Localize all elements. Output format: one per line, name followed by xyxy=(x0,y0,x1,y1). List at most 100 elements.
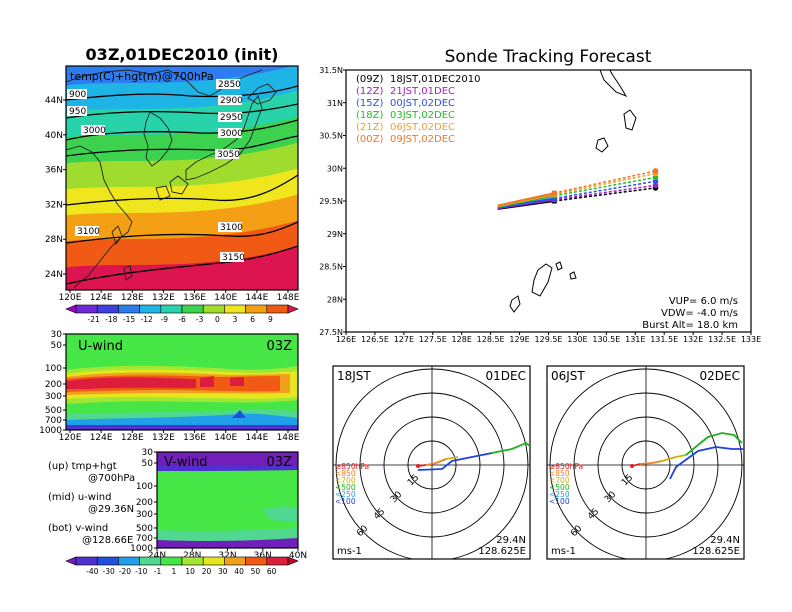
tick-label: 29N xyxy=(327,230,343,239)
tick-label: 1000 xyxy=(130,544,153,554)
tick-label: 28N xyxy=(183,551,201,561)
tick-label: 132E xyxy=(152,433,175,443)
tick-label: 129E xyxy=(509,335,529,344)
surface-point xyxy=(630,464,634,468)
vwind-time: 03Z xyxy=(267,455,293,470)
svg-text:3100: 3100 xyxy=(220,223,243,233)
track-marker xyxy=(551,190,557,196)
tick-label: 127.5E xyxy=(419,335,447,344)
track-params: VUP= 6.0 m/s VDW= -4.0 m/s Burst Alt= 18… xyxy=(642,296,738,331)
tick-label: 127E xyxy=(394,335,414,344)
level-legend: <700 xyxy=(549,476,570,485)
hodograph-date: 01DEC xyxy=(486,369,526,383)
tick-label: 24N xyxy=(148,551,166,561)
track-lat-ticks: 31.5N 31N 30.5N 30N 29.5N 29N 28.5N 28N 27.5N xyxy=(319,66,346,337)
track-lines xyxy=(497,168,659,210)
level-legend: <500 xyxy=(335,483,356,492)
uwind-time: 03Z xyxy=(267,339,293,354)
tick-label: 28.5N xyxy=(319,263,343,272)
colorbar-label: -3 xyxy=(196,315,204,324)
track-series-dashed xyxy=(554,180,656,200)
tick-label: 31N xyxy=(327,99,343,108)
uwind-field xyxy=(66,365,298,430)
colorbar-box xyxy=(75,556,98,566)
uwind-label: U-wind xyxy=(78,339,123,354)
colorbar-label: -12 xyxy=(141,315,153,324)
tick-label: 130.5E xyxy=(592,335,620,344)
tick-label: 132E xyxy=(683,335,703,344)
track-title: Sonde Tracking Forecast xyxy=(445,47,652,67)
legend-code: (09Z) xyxy=(356,74,383,85)
hodograph-trace xyxy=(491,441,530,454)
tick-label: 132.5E xyxy=(708,335,736,344)
track-endpoint xyxy=(652,178,659,185)
tick-label: 124E xyxy=(90,293,113,303)
level-legend: <250 xyxy=(335,490,356,499)
tick-label: 128.5E xyxy=(477,335,505,344)
vwind-label: V-wind xyxy=(164,455,208,470)
tick-label: 148E xyxy=(277,433,300,443)
tick-label: 126E xyxy=(336,335,356,344)
colorbar-label: -18 xyxy=(105,315,117,324)
hodograph-trace xyxy=(669,446,744,480)
colorbar-end xyxy=(287,556,299,566)
track-endpoint xyxy=(652,182,659,189)
level-legend: <700 xyxy=(335,476,356,485)
hodograph-trace xyxy=(685,432,743,456)
temperature-colorbar: -21 -18 -15 -12 -9 -6 -3 0 3 6 9 xyxy=(65,304,299,324)
param-burst-alt: Burst Alt= 18.0 km xyxy=(642,320,738,331)
level-legend: ≥850hPa xyxy=(549,462,583,471)
tick-label: 300 xyxy=(45,392,62,402)
panel-notes: (up) tmp+hgt @700hPa (mid) u-wind @29.36… xyxy=(48,461,135,546)
colorbar-label: -9 xyxy=(161,315,169,324)
tick-label: 120E xyxy=(59,293,82,303)
colorbar-label: 9 xyxy=(268,315,273,324)
colorbar-box xyxy=(266,556,289,566)
tick-label: 44N xyxy=(45,96,63,106)
map-frame xyxy=(65,65,299,291)
tick-label: 32N xyxy=(45,200,63,210)
colorbar-end xyxy=(287,304,299,314)
svg-text:2950: 2950 xyxy=(220,113,243,123)
temperature-band xyxy=(66,246,298,290)
uwind-lon-ticks: 120E 124E 128E 132E 136E 140E 144E 148E xyxy=(59,430,300,443)
tick-label: 500 xyxy=(45,406,62,416)
hodograph-lon: 128.625E xyxy=(478,546,526,557)
tick-label: 24N xyxy=(45,270,63,280)
colorbar-box xyxy=(118,556,140,566)
tick-label: 50 xyxy=(51,341,63,351)
svg-text:2850: 2850 xyxy=(218,80,241,90)
level-legend: <100 xyxy=(335,497,356,506)
colorbar-label: 1 xyxy=(171,567,176,576)
hodograph-frame xyxy=(546,365,745,560)
svg-text:2900: 2900 xyxy=(220,96,243,106)
svg-text:3000: 3000 xyxy=(83,126,106,136)
tick-label: 36N xyxy=(45,166,63,176)
colorbar-box xyxy=(139,304,162,314)
tick-label: 30 xyxy=(51,330,63,340)
param-vup: VUP= 6.0 m/s xyxy=(669,296,738,307)
track-series-dashed xyxy=(554,187,656,202)
tick-label: 28N xyxy=(45,235,63,245)
svg-text:900: 900 xyxy=(69,90,86,100)
tick-label: 29.5N xyxy=(319,197,343,206)
colorbar-label: -20 xyxy=(119,567,131,576)
hodograph-trace xyxy=(639,460,663,465)
track-series-dashed xyxy=(554,176,656,197)
tick-label: 27.5N xyxy=(319,328,343,337)
hodograph-trace xyxy=(425,458,447,466)
tick-label: 1000 xyxy=(39,426,62,436)
level-legend: ≥850hPa xyxy=(335,462,369,471)
tick-label: 500 xyxy=(136,524,153,534)
colorbar-box xyxy=(181,304,204,314)
tick-label: 144E xyxy=(245,293,268,303)
tick-label: 30 xyxy=(142,448,154,458)
svg-text:950: 950 xyxy=(69,107,86,117)
tick-label: 140E xyxy=(214,433,237,443)
hodograph-date: 02DEC xyxy=(700,369,740,383)
colorbar-box xyxy=(139,556,162,566)
colorbar-box xyxy=(96,304,119,314)
